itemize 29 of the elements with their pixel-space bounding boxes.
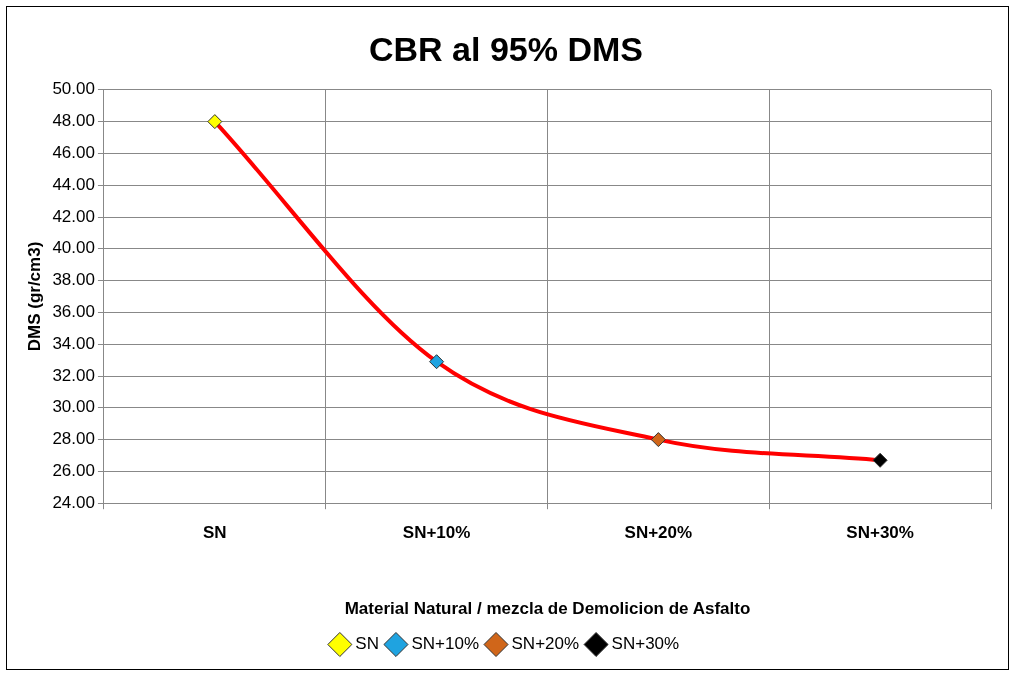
y-tick-label: 28.00	[52, 429, 95, 449]
x-tick-label: SN+10%	[402, 523, 471, 543]
y-tick-label: 32.00	[52, 365, 95, 385]
chart-title: CBR al 95% DMS	[369, 29, 643, 68]
legend-label: SN+30%	[611, 634, 680, 654]
point	[650, 432, 666, 448]
y-tick-label: 34.00	[52, 333, 95, 353]
y-tick-label: 24.00	[52, 492, 95, 512]
point	[207, 114, 223, 130]
legend-label: SN+10%	[411, 634, 480, 654]
y-tick-label: 50.00	[52, 79, 95, 99]
y-tick-label: 26.00	[52, 461, 95, 481]
y-tick-label: 48.00	[52, 111, 95, 131]
y-axis-title: DMS (gr/cm3)	[24, 241, 44, 352]
y-tick-label: 40.00	[52, 238, 95, 258]
legend-label: SN+20%	[511, 634, 580, 654]
point	[872, 452, 888, 468]
y-tick-label: 36.00	[52, 302, 95, 322]
point	[429, 354, 445, 370]
x-tick-label: SN+30%	[846, 523, 914, 543]
y-tick-label: 30.00	[52, 397, 95, 417]
y-tick-label: 46.00	[52, 143, 95, 163]
y-tick-label: 38.00	[52, 270, 95, 290]
y-tick-label: 44.00	[52, 174, 95, 194]
x-tick-label: SN+20%	[624, 523, 693, 543]
x-axis-title: Material Natural / mezcla de Demolicion de Asfalto	[344, 599, 751, 619]
legend-label: SN	[355, 634, 379, 654]
x-tick-label: SN	[203, 523, 227, 543]
y-tick-label: 42.00	[52, 206, 95, 226]
